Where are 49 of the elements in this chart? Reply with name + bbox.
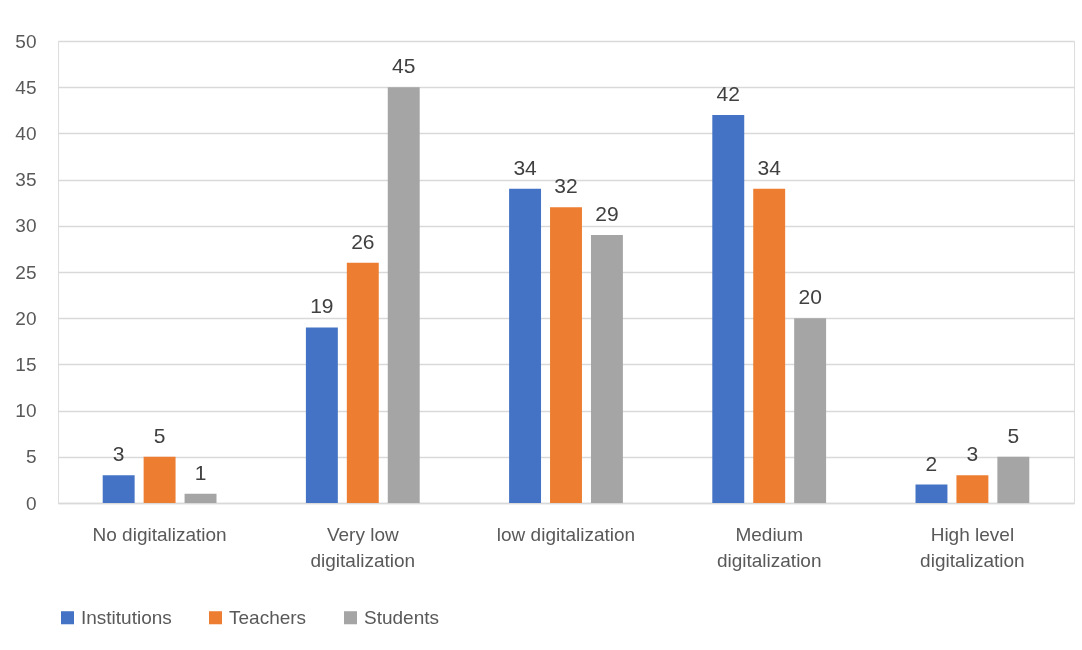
bar	[102, 475, 135, 503]
data-label: 19	[310, 294, 334, 318]
data-label: 3	[966, 442, 979, 466]
y-tick-label: 10	[15, 400, 37, 422]
x-tick-label: High level digitalization	[920, 523, 1025, 571]
bar	[305, 327, 338, 503]
data-label: 3	[112, 442, 125, 466]
x-tick-label: low digitalization	[496, 523, 636, 545]
data-label: 1	[194, 460, 207, 484]
x-tick-label: No digitalization	[92, 523, 227, 545]
data-label: 5	[153, 423, 166, 447]
x-tick-label: Very low digitalization	[310, 523, 416, 571]
y-tick-label: 40	[15, 122, 37, 144]
y-tick-label: 0	[25, 492, 37, 514]
bar	[712, 114, 745, 503]
y-tick-label: 15	[15, 353, 37, 375]
data-label: 20	[798, 285, 822, 309]
bar	[184, 493, 217, 503]
bar	[997, 456, 1030, 503]
bar	[346, 262, 379, 503]
bar	[915, 484, 948, 503]
data-label: 26	[351, 229, 375, 253]
bar	[387, 87, 420, 503]
bar	[753, 188, 786, 503]
data-label: 32	[554, 174, 578, 198]
y-tick-label: 25	[15, 261, 37, 283]
data-label: 45	[392, 54, 416, 78]
x-tick-label: Medium digitalization	[716, 523, 822, 571]
data-label: 29	[595, 202, 619, 226]
y-tick-label: 5	[25, 446, 37, 468]
data-label: 34	[513, 155, 538, 179]
data-label: 5	[1007, 423, 1020, 447]
y-tick-label: 45	[15, 76, 37, 98]
y-tick-label: 20	[15, 307, 37, 329]
bar	[590, 235, 623, 503]
data-label: 42	[716, 81, 740, 105]
bar	[143, 456, 176, 503]
bar	[794, 318, 827, 503]
legend-label: Students	[364, 606, 439, 628]
bar	[509, 188, 542, 503]
y-tick-label: 50	[15, 30, 37, 52]
legend-label: Teachers	[229, 606, 307, 628]
data-label: 34	[757, 155, 782, 179]
y-tick-label: 30	[15, 215, 37, 237]
bar	[550, 207, 582, 503]
bar	[956, 475, 989, 503]
legend-label: Institutions	[81, 606, 172, 628]
data-label: 2	[925, 451, 938, 475]
y-tick-label: 35	[15, 169, 37, 191]
